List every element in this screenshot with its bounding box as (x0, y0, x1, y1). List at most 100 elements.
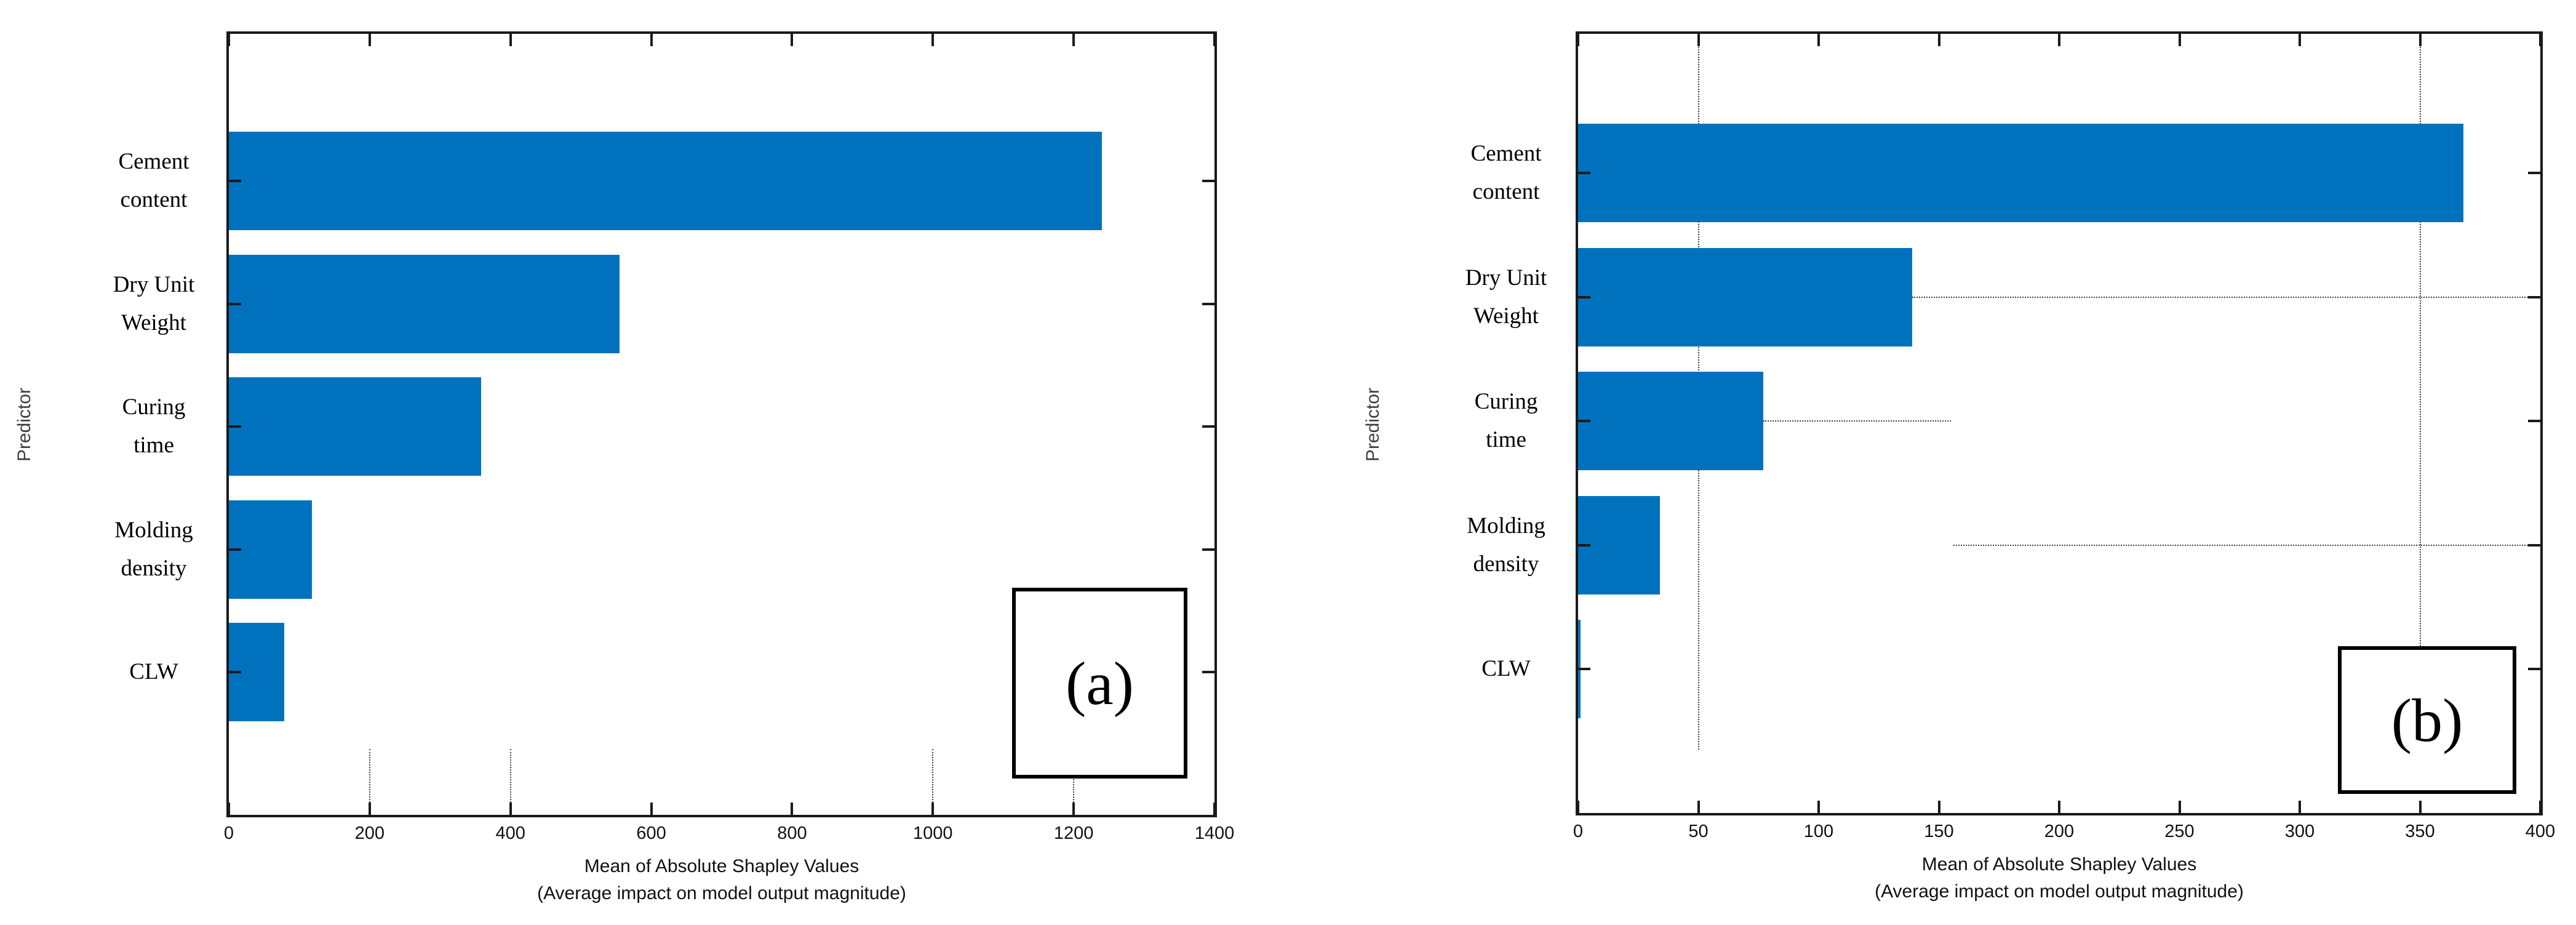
y-tick-left (1578, 420, 1590, 422)
x-tick-top (931, 34, 935, 46)
y-tick-left (1578, 172, 1590, 174)
x-axis-label-line1: Mean of Absolute Shapley Values (1921, 854, 2197, 875)
x-tick-label: 1400 (1194, 823, 1235, 843)
y-tick-right (2528, 172, 2540, 174)
x-tick-label: 50 (1688, 822, 1709, 841)
x-tick-bottom (791, 803, 794, 815)
x-tick-bottom (368, 803, 371, 815)
aux-vertical-gridline (509, 749, 511, 815)
aux-horizontal-whisker (1953, 544, 2540, 546)
x-tick-bottom (650, 803, 653, 815)
panel-label-box: (b) (2338, 646, 2516, 794)
x-tick-bottom (2178, 801, 2181, 813)
x-tick-top (1072, 34, 1075, 46)
x-tick-top (368, 34, 371, 46)
y-tick-right (1202, 548, 1214, 551)
category-label-2: Curing time (122, 394, 186, 458)
x-tick-label: 100 (1803, 822, 1834, 841)
y-tick-left (229, 302, 241, 305)
x-tick-label: 150 (1924, 822, 1954, 841)
x-tick-label: 250 (2164, 822, 2195, 841)
aux-vertical-gridline (932, 749, 934, 815)
x-axis-label: Mean of Absolute Shapley Values (Average… (1875, 851, 2244, 905)
x-tick-top (2058, 34, 2060, 46)
x-tick-bottom (1213, 803, 1216, 815)
x-tick-bottom (1697, 801, 1700, 813)
bar-1 (229, 254, 620, 353)
panel-label: (b) (2391, 686, 2463, 755)
x-tick-top (1577, 34, 1579, 46)
x-tick-top (1937, 34, 1940, 46)
y-tick-right (1202, 180, 1214, 182)
x-tick-bottom (1072, 803, 1075, 815)
x-axis-label-line1: Mean of Absolute Shapley Values (584, 856, 859, 876)
y-axis-label: Predictor (1363, 387, 1383, 462)
aux-horizontal-whisker (1912, 296, 2540, 298)
category-label-4: CLW (129, 659, 178, 684)
x-tick-top (650, 34, 653, 46)
x-tick-bottom (2539, 801, 2542, 813)
category-label-1: Dry Unit Weight (113, 271, 195, 335)
bar-0 (229, 132, 1102, 230)
aux-horizontal-whisker (1763, 420, 1952, 422)
x-tick-bottom (2418, 801, 2422, 813)
x-tick-top (2418, 34, 2422, 46)
y-tick-left (229, 180, 241, 182)
y-tick-right (1202, 425, 1214, 428)
x-tick-bottom (228, 803, 230, 815)
category-label-0: Cement content (1470, 141, 1542, 204)
category-label-2: Curing time (1474, 389, 1538, 452)
x-tick-label: 1000 (913, 823, 953, 843)
category-label-4: CLW (1481, 656, 1531, 681)
x-tick-label: 1200 (1053, 823, 1094, 843)
bar-2 (229, 377, 481, 476)
plot-area: (a) (226, 31, 1217, 817)
x-tick-top (1817, 34, 1820, 46)
x-tick-bottom (509, 803, 512, 815)
x-tick-label: 600 (636, 823, 666, 843)
x-tick-label: 800 (777, 823, 807, 843)
y-tick-left (1578, 295, 1590, 298)
x-tick-label: 200 (354, 823, 385, 843)
x-tick-top (1213, 34, 1216, 46)
y-tick-right (2528, 295, 2540, 298)
x-tick-top (228, 34, 230, 46)
x-tick-top (791, 34, 794, 46)
bar-0 (1578, 124, 2463, 222)
y-tick-right (1202, 302, 1214, 305)
panel-label: (a) (1066, 649, 1134, 718)
category-label-0: Cement content (118, 149, 189, 212)
x-tick-label: 0 (223, 823, 234, 843)
aux-vertical-gridline (2419, 34, 2421, 750)
x-tick-top (1697, 34, 1700, 46)
x-tick-label: 200 (2044, 822, 2075, 841)
category-label-3: Molding density (114, 517, 193, 581)
y-tick-right (2528, 420, 2540, 422)
bar-1 (1578, 247, 1913, 346)
y-tick-left (229, 671, 241, 673)
bar-3 (1578, 495, 1660, 595)
x-tick-top (2299, 34, 2301, 46)
category-label-1: Dry Unit Weight (1465, 265, 1547, 329)
panel-label-box: (a) (1012, 588, 1187, 779)
y-axis-label: Predictor (14, 387, 34, 462)
y-tick-right (2528, 543, 2540, 547)
bar-3 (229, 500, 313, 599)
x-tick-top (2539, 34, 2542, 46)
x-tick-bottom (1817, 801, 1820, 813)
bar-2 (1578, 372, 1764, 470)
x-tick-label: 400 (2525, 822, 2556, 841)
plot-area: (b) (1576, 31, 2543, 815)
x-tick-label: 300 (2284, 822, 2315, 841)
x-tick-label: 0 (1573, 822, 1584, 841)
x-tick-bottom (2299, 801, 2301, 813)
x-tick-bottom (2058, 801, 2060, 813)
category-label-3: Molding density (1467, 513, 1545, 577)
x-axis-label: Mean of Absolute Shapley Values (Average… (537, 853, 906, 907)
y-tick-left (1578, 668, 1590, 670)
y-tick-right (1202, 671, 1214, 673)
x-axis-label-line2: (Average impact on model output magnitud… (537, 883, 906, 903)
x-axis-label-line2: (Average impact on model output magnitud… (1875, 881, 2244, 902)
x-tick-label: 350 (2405, 822, 2435, 841)
y-tick-left (1578, 543, 1590, 547)
